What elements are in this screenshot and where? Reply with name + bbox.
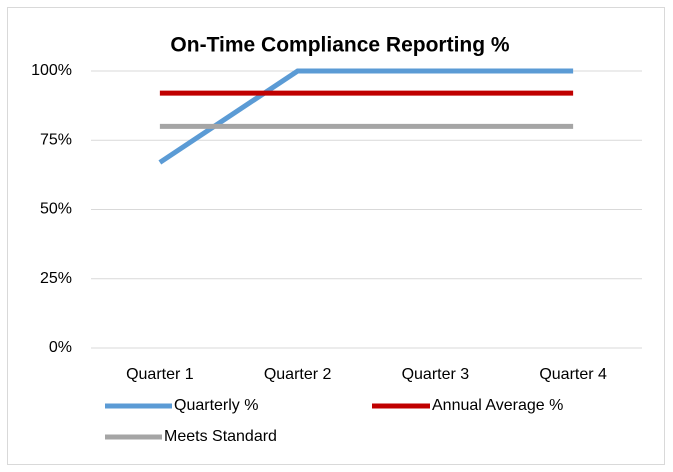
x-tick-label: Quarter 3 — [402, 366, 470, 383]
chart-border — [7, 7, 665, 465]
legend-label: Meets Standard — [164, 428, 277, 445]
x-tick-label: Quarter 2 — [264, 366, 332, 383]
y-tick-label: 100% — [31, 62, 72, 79]
chart-title: On-Time Compliance Reporting % — [170, 34, 509, 57]
legend-label: Annual Average % — [432, 397, 563, 414]
y-tick-label: 0% — [49, 339, 72, 356]
y-tick-label: 25% — [40, 270, 72, 287]
line-series — [158, 68, 574, 165]
x-tick-label: Quarter 4 — [539, 366, 607, 383]
legend-label: Quarterly % — [174, 397, 258, 414]
y-tick-label: 50% — [40, 201, 72, 218]
x-tick-label: Quarter 1 — [126, 366, 194, 383]
y-tick-label: 75% — [40, 131, 72, 148]
